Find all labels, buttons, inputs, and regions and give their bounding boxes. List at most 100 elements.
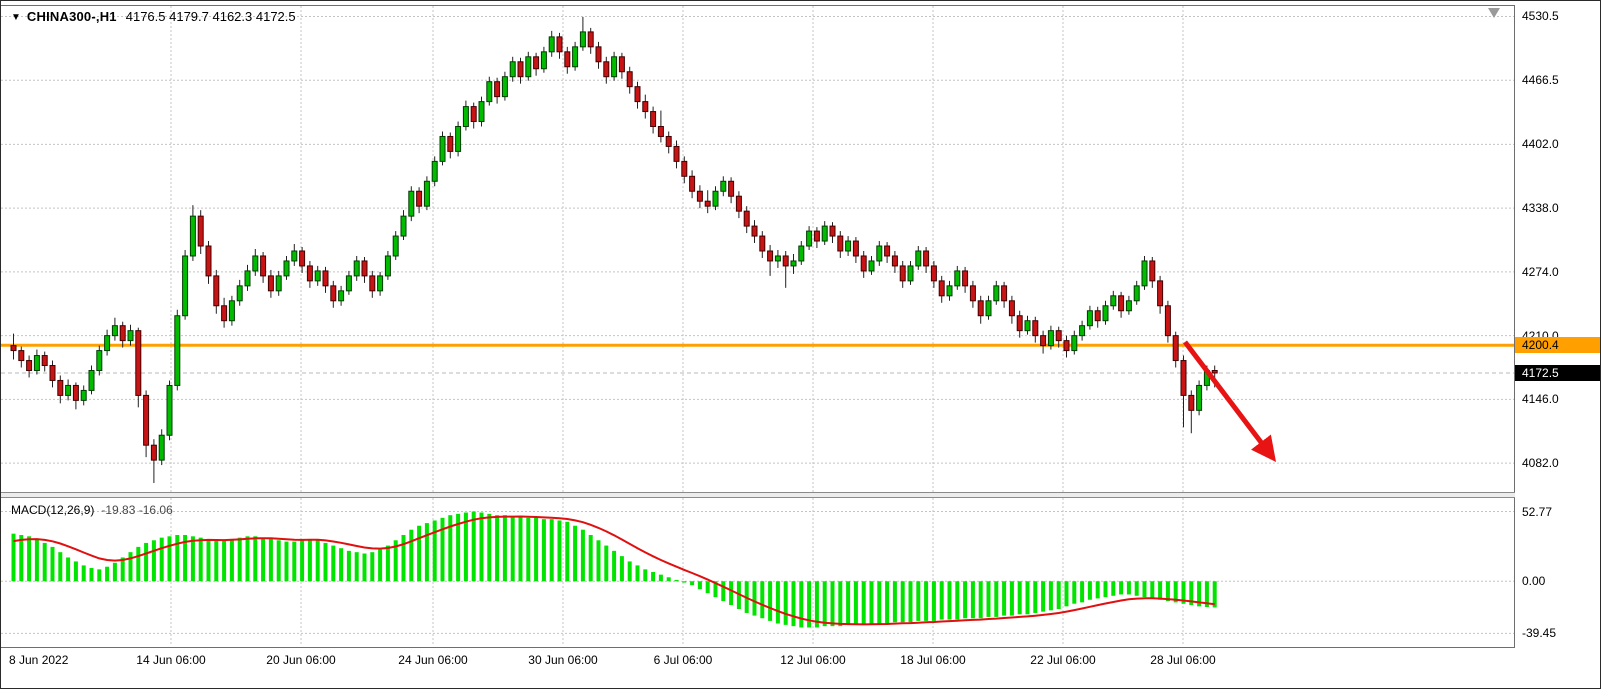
macd-histogram-bar — [635, 565, 640, 582]
macd-histogram-bar — [1165, 581, 1170, 602]
macd-histogram-bar — [424, 523, 429, 582]
collapse-arrow-icon[interactable]: ▼ — [11, 12, 21, 23]
macd-histogram-bar — [448, 515, 453, 582]
candle-down — [1211, 370, 1218, 374]
ohlc-values: 4176.5 4179.7 4162.3 4172.5 — [125, 9, 296, 24]
macd-histogram-bar — [799, 581, 804, 628]
macd-histogram-bar — [1072, 581, 1077, 604]
candle-down — [322, 270, 329, 287]
candle-down — [689, 175, 696, 192]
candle-down — [767, 250, 774, 262]
candle-down — [1094, 310, 1101, 322]
macd-histogram-bar — [791, 581, 796, 627]
macd-histogram-bar — [417, 525, 422, 582]
candle-up — [345, 275, 352, 292]
macd-histogram-bar — [1150, 581, 1155, 599]
macd-histogram-bar — [27, 536, 32, 582]
macd-histogram-bar — [1080, 581, 1085, 603]
price-chart-canvas[interactable] — [1, 6, 1515, 492]
time-axis-label: 12 Jul 06:00 — [780, 653, 846, 667]
macd-histogram-bar — [612, 550, 617, 582]
candle-down — [119, 325, 126, 342]
macd-histogram-bar — [292, 541, 297, 582]
macd-histogram-bar — [549, 519, 554, 582]
candle-down — [447, 135, 454, 152]
candle-down — [681, 160, 688, 177]
time-axis[interactable]: 8 Jun 2022 14 Jun 06:00 20 Jun 06:00 24 Jun… — [1, 648, 1515, 688]
chart-shift-marker-icon[interactable] — [1487, 7, 1501, 19]
candle-down — [564, 51, 571, 68]
candle-down — [634, 86, 641, 103]
candle-up — [252, 255, 259, 272]
candle-down — [306, 265, 313, 282]
candle-down — [1157, 280, 1164, 307]
candle-up — [166, 384, 173, 436]
macd-histogram-bar — [393, 540, 398, 582]
macd-histogram-bar — [1189, 581, 1194, 606]
current-price-badge: 4172.5 — [1515, 364, 1600, 381]
symbol-timeframe-label: CHINA300-,H1 — [26, 9, 117, 24]
candle-up — [1125, 300, 1132, 312]
macd-histogram-bar — [1181, 581, 1186, 604]
candle-down — [860, 255, 867, 272]
macd-histogram-bar — [534, 517, 539, 582]
macd-histogram-bar — [1142, 581, 1147, 598]
macd-histogram-bar — [471, 511, 476, 582]
candle-up — [392, 235, 399, 257]
candle-down — [1001, 285, 1008, 302]
macd-histogram-bar — [175, 535, 180, 582]
macd-histogram-bar — [955, 581, 960, 620]
candle-up — [1110, 295, 1117, 307]
candle-up — [384, 255, 391, 277]
candle-up — [821, 225, 828, 242]
candle-up — [291, 250, 298, 262]
macd-histogram-bar — [50, 546, 55, 582]
candle-down — [1180, 360, 1187, 396]
macd-indicator-canvas[interactable] — [1, 498, 1515, 646]
macd-histogram-bar — [11, 533, 16, 582]
macd-histogram-bar — [838, 581, 843, 627]
candle-down — [618, 56, 625, 73]
macd-histogram-bar — [456, 513, 461, 582]
candle-down — [57, 379, 64, 396]
macd-histogram-bar — [510, 516, 515, 582]
macd-header: MACD(12,26,9) -19.83 -16.06 — [11, 503, 173, 517]
candle-down — [657, 126, 664, 137]
macd-histogram-bar — [924, 581, 929, 621]
macd-histogram-bar — [970, 581, 975, 619]
macd-histogram-bar — [892, 581, 897, 623]
candle-down — [470, 106, 477, 123]
macd-histogram-bar — [401, 535, 406, 582]
down-trend-arrow[interactable] — [1183, 340, 1277, 462]
candle-down — [1016, 315, 1023, 332]
macd-histogram-bar — [853, 581, 858, 625]
macd-histogram-bar — [128, 552, 133, 582]
candle-down — [969, 285, 976, 302]
time-axis-label: 28 Jul 06:00 — [1150, 653, 1216, 667]
price-axis-tick: 4466.5 — [1522, 73, 1559, 88]
macd-histogram-bar — [1017, 581, 1022, 615]
candle-down — [1172, 335, 1179, 362]
macd-main-value: -19.83 — [101, 503, 136, 517]
macd-histogram-bar — [705, 581, 710, 594]
macd-histogram-bar — [495, 515, 500, 582]
macd-histogram-bar — [526, 517, 531, 582]
candle-up — [1047, 330, 1054, 347]
candle-down — [1188, 394, 1195, 411]
macd-histogram-bar — [1087, 581, 1092, 600]
macd-histogram-bar — [580, 529, 585, 582]
macd-histogram-bar — [66, 557, 71, 582]
macd-histogram-bar — [557, 520, 562, 582]
macd-histogram-bar — [229, 538, 234, 582]
candle-down — [213, 275, 220, 307]
candle-up — [798, 245, 805, 262]
candle-down — [743, 210, 750, 227]
candle-down — [704, 200, 711, 207]
macd-histogram-bar — [1158, 581, 1163, 600]
candle-up — [907, 265, 914, 282]
candle-up — [189, 215, 196, 257]
price-axis[interactable]: 4530.5 4466.5 4402.0 4338.0 4274.0 4210.0 4146… — [1515, 1, 1600, 688]
panel-splitter[interactable] — [1, 492, 1600, 498]
macd-histogram-bar — [830, 581, 835, 627]
